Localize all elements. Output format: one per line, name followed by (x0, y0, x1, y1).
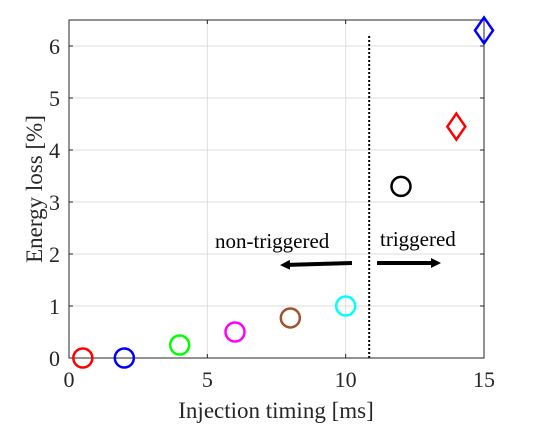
y-tick-label: 1 (49, 294, 60, 319)
y-tick-label: 5 (49, 86, 60, 111)
data-point-circle (390, 175, 412, 198)
y-tick-label: 0 (49, 346, 60, 371)
x-axis-label: Injection timing [ms] (178, 398, 373, 423)
x-tick-label: 5 (202, 367, 213, 392)
data-point-circle (72, 347, 94, 369)
data-point-circle (168, 334, 191, 356)
x-tick-label: 0 (64, 367, 75, 392)
data-point-diamond (473, 15, 495, 46)
y-tick-label: 2 (49, 242, 60, 267)
data-points (72, 15, 495, 369)
left-arrow (280, 259, 353, 270)
x-tick-label: 15 (473, 367, 495, 392)
triggered-label: triggered (380, 227, 456, 251)
y-axis-label: Energy loss [%] (22, 115, 47, 263)
plot-frame (68, 19, 485, 359)
grid (69, 20, 484, 358)
axis-ticks: 0 5 10 15 0 1 2 3 4 5 6 (49, 20, 495, 392)
data-point-circle (224, 321, 246, 343)
annotation-group: non-triggered triggered (215, 227, 456, 270)
plot-background (69, 20, 484, 358)
y-tick-label: 3 (49, 190, 60, 215)
data-point-circle (279, 307, 302, 329)
y-tick-label: 6 (49, 34, 60, 59)
x-tick-label: 10 (335, 367, 357, 392)
y-tick-label: 4 (49, 138, 60, 163)
non-triggered-label: non-triggered (215, 229, 330, 253)
data-point-circle (113, 347, 136, 369)
data-point-diamond (445, 111, 467, 142)
data-point-circle (334, 295, 357, 317)
